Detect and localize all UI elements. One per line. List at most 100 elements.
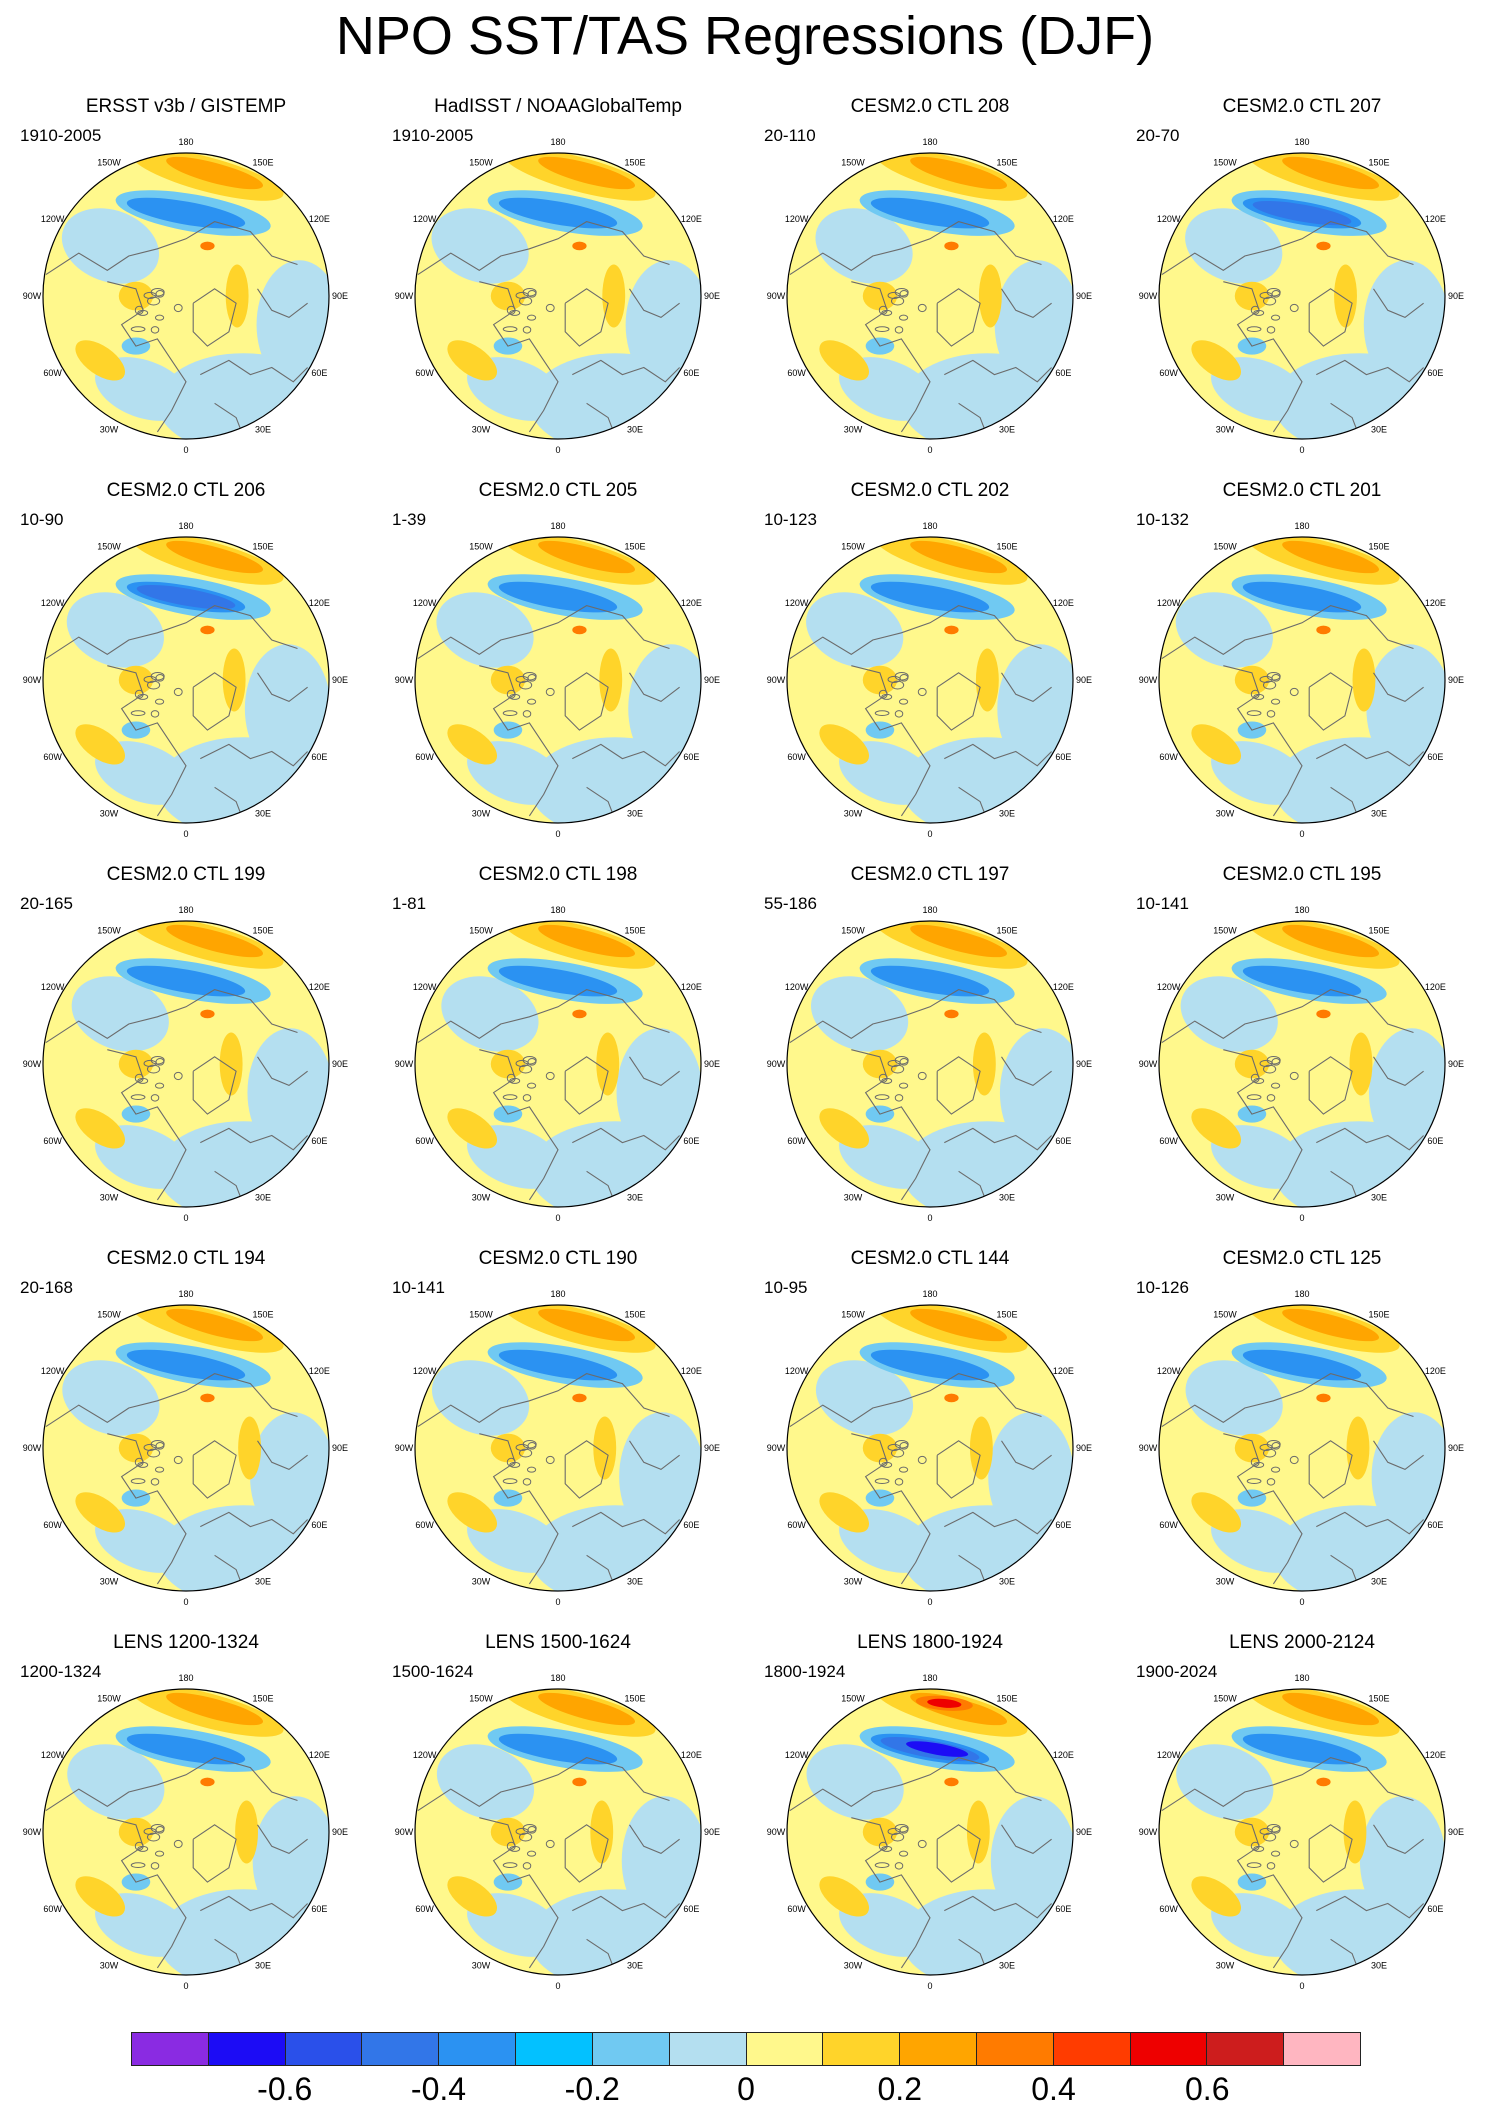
longitude-label: 0	[1299, 1213, 1304, 1223]
map-border	[786, 1688, 1074, 1976]
positive-anomaly-spot	[1316, 1777, 1331, 1787]
negative-region	[1185, 208, 1283, 284]
longitude-label: 150E	[996, 926, 1017, 936]
longitude-label: 150E	[252, 1310, 273, 1320]
coastline-island	[1266, 710, 1276, 718]
coastline	[192, 1056, 237, 1115]
positive-anomaly-core	[538, 1692, 636, 1726]
coastline	[1001, 672, 1052, 703]
longitude-label: 90W	[23, 1059, 42, 1069]
coastline-island	[150, 1478, 160, 1486]
polar-map: 180 150E 120E 90E 60E 30E 0 30W 60W 90W 120W 150W	[1139, 137, 1464, 455]
panel-year-range: 10-132	[1136, 510, 1189, 529]
coastline	[1308, 672, 1353, 731]
coastline-island	[890, 1832, 905, 1842]
panel-year-range: 10-123	[764, 510, 817, 529]
coastline-island	[1262, 1448, 1277, 1458]
longitude-label: 120W	[1157, 982, 1181, 992]
longitude-label: 120W	[41, 1750, 65, 1760]
longitude-label: 120W	[1157, 214, 1181, 224]
negative-region	[244, 644, 329, 773]
longitude-label: 150W	[469, 1310, 493, 1320]
longitude-label: 90W	[395, 1059, 414, 1069]
panel-year-range: 1910-2005	[20, 126, 102, 145]
coastline-island	[518, 296, 533, 306]
panel-year-range: 1800-1924	[764, 1662, 846, 1681]
coastline-island	[150, 710, 160, 718]
panel-year-range: 20-165	[20, 894, 73, 913]
positive-anomaly-patch	[447, 1492, 498, 1533]
map-panel: CESM2.0 CTL 195 180 150E 120E 90E 60E 30E 0 30W 6…	[1116, 864, 1488, 1248]
map-border	[786, 536, 1074, 824]
positive-anomaly-patch	[1334, 264, 1357, 328]
longitude-label: 90W	[395, 675, 414, 685]
positive-anomaly-patch	[75, 724, 126, 765]
negative-anomaly-core	[1252, 200, 1352, 226]
negative-anomaly-core	[136, 584, 236, 610]
coastline-island	[881, 1077, 893, 1084]
colorbar-swatch	[439, 2033, 517, 2065]
positive-anomaly-patch	[1191, 1108, 1242, 1149]
coastline-island	[1259, 1059, 1273, 1067]
longitude-label: 180	[550, 905, 565, 915]
coastline-island	[526, 1466, 537, 1473]
longitude-label: 120E	[681, 1750, 702, 1760]
coastline	[1001, 288, 1052, 319]
longitude-label: 150W	[1213, 158, 1237, 168]
coastline-island	[545, 303, 555, 313]
longitude-label: 120W	[1157, 1750, 1181, 1760]
longitude-label: 30W	[472, 424, 491, 434]
coastline	[944, 743, 1052, 767]
positive-anomaly-patch	[222, 648, 246, 712]
longitude-label: 90W	[767, 1827, 786, 1837]
coastline-island	[1266, 1478, 1276, 1486]
positive-anomaly-core	[910, 924, 1008, 958]
positive-anomaly-core	[166, 156, 264, 190]
positive-anomaly-spot	[572, 1009, 587, 1019]
positive-anomaly-patch	[1234, 1049, 1270, 1079]
panel-title: LENS 1500-1624	[485, 1632, 631, 1653]
longitude-label: 180	[922, 521, 937, 531]
coastline-island	[1270, 1850, 1281, 1857]
coastline	[1316, 1511, 1424, 1535]
longitude-label: 0	[555, 829, 560, 839]
longitude-label: 30W	[100, 1960, 119, 1970]
coastline	[257, 1056, 308, 1087]
coastline-island	[1253, 693, 1265, 700]
positive-anomaly-patch	[593, 1416, 617, 1480]
longitude-label: 0	[555, 1213, 560, 1223]
longitude-label: 30E	[627, 1960, 643, 1970]
coastline	[851, 1049, 931, 1201]
longitude-label: 150W	[97, 1694, 121, 1704]
positive-anomaly-spot	[572, 1393, 587, 1403]
longitude-label: 120E	[1425, 982, 1446, 992]
longitude-label: 90W	[23, 1827, 42, 1837]
negative-region	[810, 976, 909, 1052]
positive-anomaly-spot	[200, 625, 215, 635]
coastline-island	[522, 1862, 532, 1870]
coastline-island	[154, 698, 165, 705]
negative-region	[1185, 1360, 1283, 1436]
positive-anomaly-spot	[1316, 1393, 1331, 1403]
positive-anomaly-patch	[225, 264, 249, 328]
longitude-label: 120E	[309, 1750, 330, 1760]
coastline-island	[130, 1478, 146, 1485]
coastline-island	[150, 326, 160, 334]
longitude-label: 90E	[1076, 1827, 1092, 1837]
positive-anomaly-patch	[238, 1416, 262, 1480]
longitude-label: 30W	[472, 808, 491, 818]
polar-map: 180 150E 120E 90E 60E 30E 0 30W 60W 90W 120W 150W	[767, 521, 1092, 839]
coastline	[45, 221, 298, 276]
positive-anomaly-patch	[75, 340, 126, 381]
coastline	[936, 288, 981, 347]
polar-map: 180 150E 120E 90E 60E 30E 0 30W 60W 90W 120W 150W	[23, 905, 348, 1223]
coastline	[944, 1895, 1052, 1919]
panel-year-range: 20-110	[764, 126, 816, 145]
coastline-island	[173, 303, 183, 313]
coastline	[1161, 1373, 1414, 1428]
longitude-label: 60W	[787, 368, 806, 378]
longitude-label: 120W	[1157, 598, 1181, 608]
coastline	[1161, 989, 1414, 1044]
coastline	[1373, 1056, 1424, 1087]
coastline	[572, 1127, 680, 1151]
